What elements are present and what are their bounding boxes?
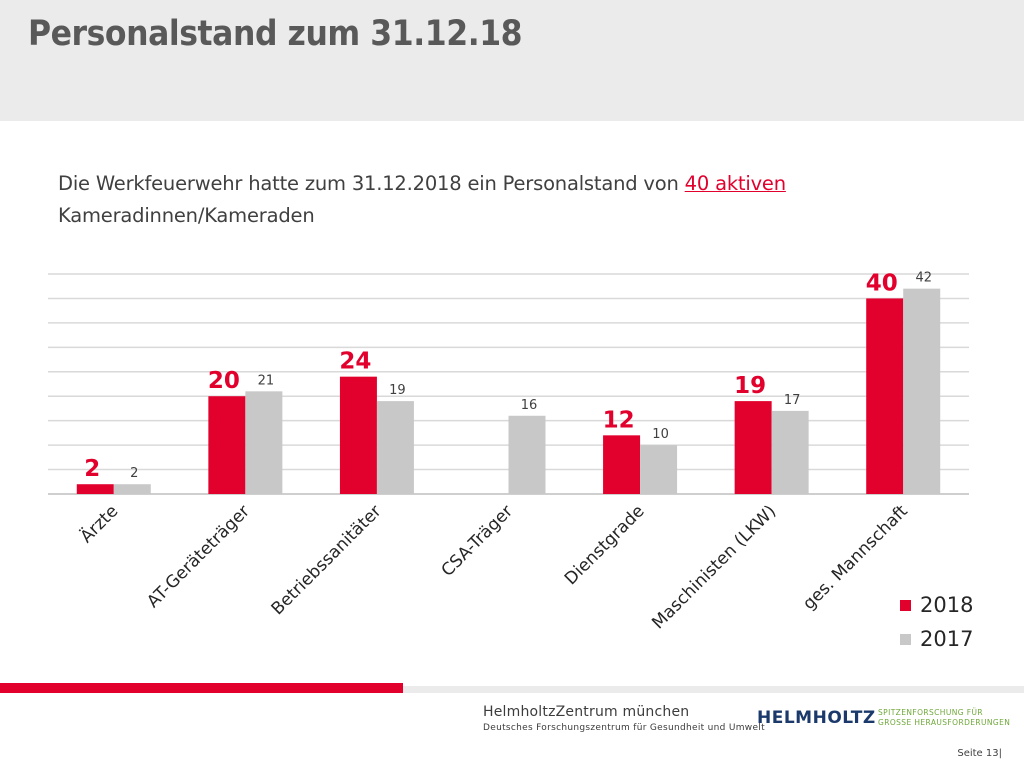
bar-2017-4: [640, 445, 678, 494]
data-label-2018-6: 40: [866, 270, 898, 296]
legend-swatch-2018: [900, 599, 911, 611]
page-title: Personalstand zum 31.12.18: [28, 14, 523, 54]
helmholtz-sub-line1: SPITZENFORSCHUNG FÜR: [878, 708, 983, 717]
bar-2017-5: [771, 410, 809, 494]
data-label-2017-6: 42: [915, 271, 932, 286]
category-label-4: Dienstgrade: [561, 501, 649, 589]
intro-prefix: Die Werkfeuerwehr hatte zum 31.12.2018 e…: [58, 172, 685, 195]
legend-label-2018: 2018: [920, 593, 974, 617]
category-label-5: Maschinisten (LKW): [648, 501, 780, 633]
legend-item-2018: 2018: [900, 588, 973, 622]
page-number-text: Seite 13: [957, 748, 999, 759]
intro-line2: Kameradinnen/Kameraden: [58, 204, 315, 227]
bar-2018-4: [603, 435, 641, 494]
bar-2017-3: [508, 415, 546, 494]
chart-legend: 2018 2017: [900, 588, 973, 656]
bar-2018-1: [208, 396, 246, 494]
legend-label-2017: 2017: [920, 627, 974, 651]
helmholtz-logo: HELMHOLTZ: [757, 708, 876, 728]
bar-2017-6: [903, 288, 941, 494]
data-label-2017-1: 21: [258, 373, 275, 388]
legend-swatch-2017: [900, 633, 911, 645]
bar-2017-0: [113, 484, 151, 494]
category-label-2: Betriebssanitäter: [268, 501, 386, 619]
bar-chart: 2 2 Ärzte 20 21 AT-Geräteträger 24 19 Betriebssa…: [48, 270, 969, 633]
bar-2017-1: [245, 391, 283, 494]
bar-2017-2: [376, 401, 414, 494]
data-label-2018-5: 19: [734, 373, 766, 399]
footer-grey-bar: [403, 686, 1024, 693]
bar-2018-5: [734, 401, 772, 494]
data-label-2017-0: 2: [130, 466, 138, 481]
helmholtz-sub-line2: GROSSE HERAUSFORDERUNGEN: [878, 718, 1011, 727]
legend-item-2017: 2017: [900, 622, 973, 656]
category-label-0: Ärzte: [76, 501, 122, 547]
page-number: Seite 13|: [957, 748, 1002, 759]
data-label-2018-2: 24: [339, 349, 371, 375]
intro-text: Die Werkfeuerwehr hatte zum 31.12.2018 e…: [58, 168, 938, 232]
category-label-3: CSA-Träger: [438, 501, 517, 580]
category-label-1: AT-Geräteträger: [143, 501, 254, 612]
category-label-6: ges. Mannschaft: [799, 501, 912, 614]
data-label-2017-5: 17: [784, 393, 801, 408]
data-label-2017-4: 10: [652, 427, 669, 442]
header-band: [0, 0, 1024, 121]
intro-highlight-link[interactable]: 40 aktiven: [684, 172, 786, 195]
data-label-2017-2: 19: [389, 383, 406, 398]
data-label-2018-1: 20: [208, 368, 240, 394]
logo-hmgu-line2: Deutsches Forschungszentrum für Gesundhe…: [483, 723, 765, 733]
data-label-2017-3: 16: [521, 398, 538, 413]
bar-2018-0: [76, 484, 114, 494]
bar-2018-6: [866, 298, 904, 494]
bar-2018-2: [339, 376, 377, 494]
helmholtz-muenchen-logo: HelmholtzZentrum münchen Deutsches Forsc…: [483, 704, 765, 733]
data-label-2018-0: 2: [84, 456, 100, 482]
footer-accent-bar: [0, 683, 403, 693]
helmholtz-logo-subtitle: SPITZENFORSCHUNG FÜR GROSSE HERAUSFORDER…: [878, 708, 1010, 728]
logo-hmgu-line1: HelmholtzZentrum münchen: [483, 704, 690, 720]
data-label-2018-4: 12: [603, 407, 635, 433]
